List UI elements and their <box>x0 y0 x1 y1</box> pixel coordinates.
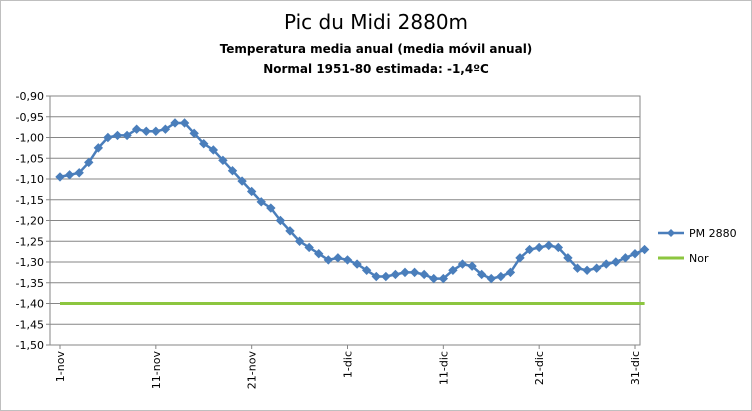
data-point <box>545 241 553 249</box>
data-point <box>612 258 620 266</box>
x-tick-label: 21-nov <box>246 351 259 390</box>
x-tick-label: 11-nov <box>150 351 163 390</box>
y-tick-label: -1,40 <box>16 298 44 311</box>
data-point <box>430 275 438 283</box>
legend-marker <box>667 229 675 237</box>
data-point <box>56 173 64 181</box>
y-tick-label: -1,20 <box>16 215 44 228</box>
legend-label-1: PM 2880 <box>689 227 737 240</box>
data-point <box>344 256 352 264</box>
y-tick-label: -1,15 <box>16 194 44 207</box>
data-point <box>487 275 495 283</box>
data-point <box>114 131 122 139</box>
data-point <box>334 254 342 262</box>
y-tick-label: -1,10 <box>16 173 44 186</box>
data-point <box>391 270 399 278</box>
data-point <box>66 171 74 179</box>
y-tick-label: -1,05 <box>16 152 44 165</box>
x-tick-label: 21-dic <box>533 351 546 385</box>
y-tick-label: -0,90 <box>16 90 44 103</box>
data-point <box>411 268 419 276</box>
data-point <box>152 127 160 135</box>
data-point <box>142 127 150 135</box>
data-point <box>621 254 629 262</box>
y-tick-label: -0,95 <box>16 111 44 124</box>
series-line-1 <box>60 123 645 279</box>
data-point <box>602 260 610 268</box>
data-point <box>497 273 505 281</box>
y-tick-label: -1,25 <box>16 235 44 248</box>
y-tick-label: -1,35 <box>16 277 44 290</box>
data-point <box>401 268 409 276</box>
x-tick-label: 31-dic <box>629 351 642 385</box>
legend-label-2: Nor <box>689 252 709 265</box>
data-point <box>631 250 639 258</box>
data-point <box>583 266 591 274</box>
data-point <box>535 243 543 251</box>
data-point <box>420 270 428 278</box>
data-point <box>641 246 649 254</box>
x-tick-label: 1-nov <box>54 351 67 383</box>
y-tick-label: -1,45 <box>16 318 44 331</box>
y-tick-label: -1,50 <box>16 339 44 352</box>
y-tick-label: -1,30 <box>16 256 44 269</box>
x-tick-label: 11-dic <box>437 351 450 385</box>
y-tick-label: -1,00 <box>16 132 44 145</box>
x-tick-label: 1-dic <box>342 351 355 378</box>
data-point <box>593 264 601 272</box>
data-point <box>382 273 390 281</box>
